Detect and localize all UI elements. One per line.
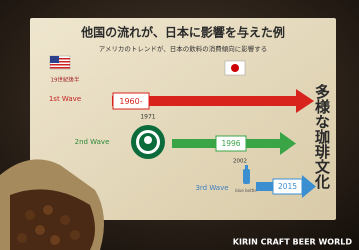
title: 他国の流れが、日本に影響を与えた例 <box>80 25 285 40</box>
wave-label: 1st Wave <box>49 95 81 103</box>
wave-label: 2nd Wave <box>75 138 110 146</box>
footer: KIRIN CRAFT BEER WORLD <box>233 238 353 247</box>
page: {"header": {"title": "他国の流れが、日本に影響を与えた例"… <box>0 0 359 250</box>
subtitle: アメリカのトレンドが、日本の飲料の消費傾向に影響する <box>99 44 268 53</box>
brand-name: blue bottle <box>235 188 257 193</box>
slide: 他国の流れが、日本に影響を与えた例 アメリカのトレンドが、日本の飲料の消費傾向に… <box>0 0 359 250</box>
year: 1996 <box>221 139 240 148</box>
wave-label: 3rd Wave <box>195 184 228 192</box>
us-flag <box>50 56 70 69</box>
japan-flag <box>225 61 245 75</box>
wave-note: 2002 <box>233 159 247 165</box>
year: 1960- <box>119 97 142 106</box>
year: 2015 <box>278 182 297 191</box>
starbucks-logo <box>131 125 165 159</box>
wave-note: 1971 <box>140 114 155 121</box>
conclusion: 多様な珈琲文化 <box>313 83 331 190</box>
wave-note: 19世紀後半 <box>51 76 80 84</box>
